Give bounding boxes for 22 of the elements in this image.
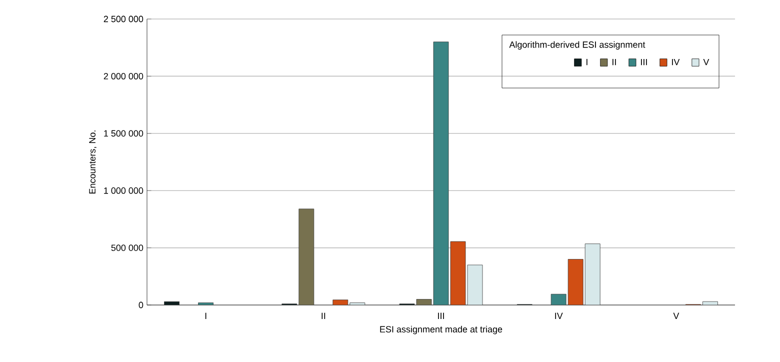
x-axis-title: ESI assignment made at triage (380, 326, 502, 334)
x-tick-label: V (673, 312, 680, 319)
legend-label: II (612, 58, 616, 66)
legend-label: V (703, 58, 710, 66)
x-tick-label: I (205, 312, 206, 319)
y-tick-label: 1 000 000 (104, 187, 144, 194)
x-tick-label: II (322, 312, 326, 319)
y-axis-title: Encounters, No. (89, 130, 97, 194)
legend-label: III (641, 58, 647, 66)
bar (298, 208, 314, 305)
x-tick-label: III (438, 312, 444, 319)
y-tick-label: 2 500 000 (104, 16, 144, 22)
legend-title: Algorithm-derived ESI assignment (509, 41, 646, 50)
y-tick-label: 1 500 000 (104, 130, 144, 137)
x-tick-label: IV (555, 312, 563, 319)
legend-label: I (586, 58, 588, 66)
y-tick-label: 0 (138, 302, 144, 308)
y-tick-label: 2 000 000 (104, 73, 144, 80)
bar (164, 301, 180, 305)
y-tick-label: 500 000 (111, 244, 144, 251)
legend-label: IV (672, 58, 680, 66)
bar (433, 42, 449, 305)
